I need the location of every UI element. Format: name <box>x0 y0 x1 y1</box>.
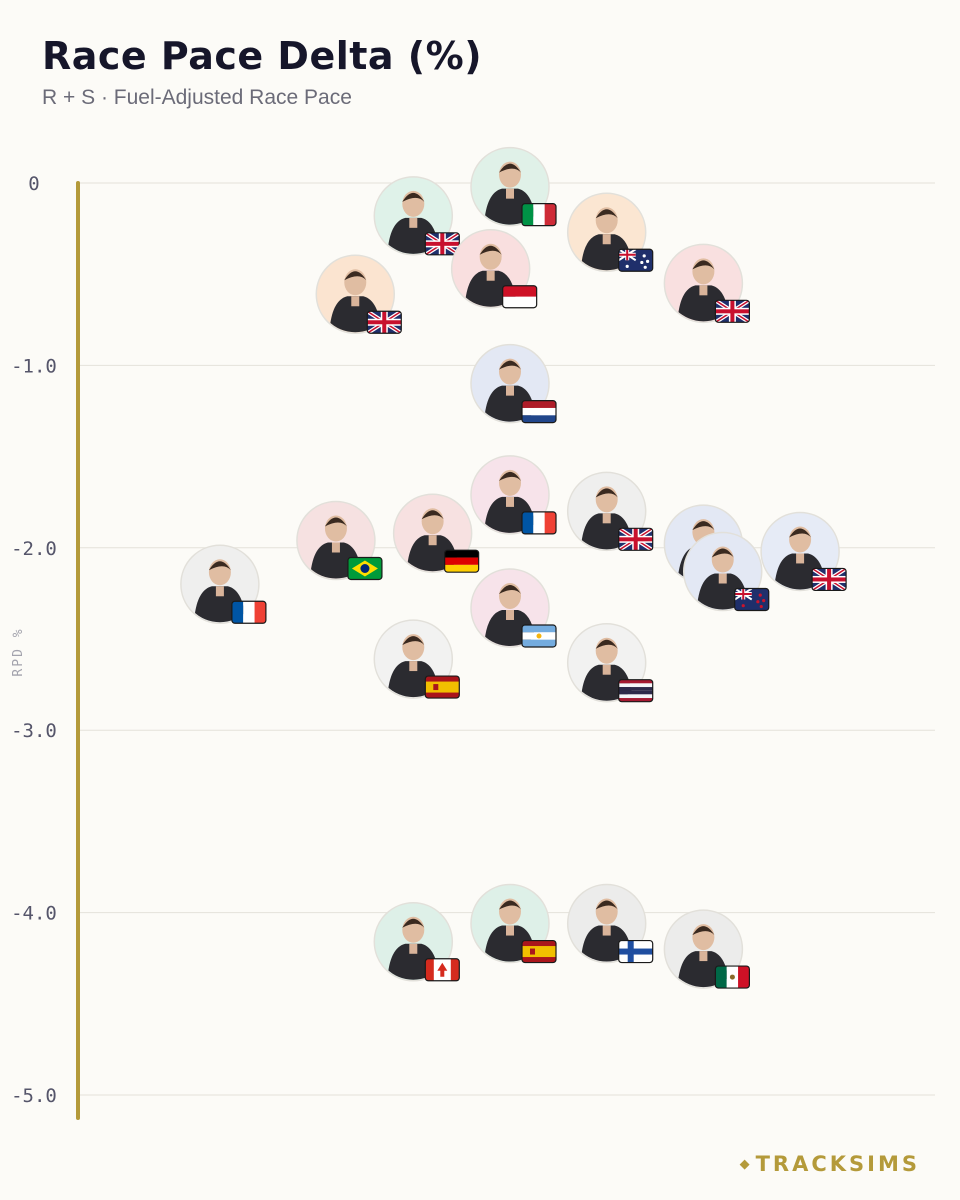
driver-marker[interactable] <box>470 568 557 648</box>
y-tick-label: -1.0 <box>11 355 57 377</box>
brand-name: TRACKSIMS <box>755 1152 920 1176</box>
driver-marker[interactable] <box>470 883 557 964</box>
mexico-flag-icon <box>714 965 751 989</box>
chart-title: Race Pace Delta (%) <box>42 34 483 78</box>
finland-flag-icon <box>618 939 654 964</box>
netherlands-flag-icon <box>521 400 557 424</box>
france-flag-icon <box>521 511 557 535</box>
driver-marker[interactable] <box>566 622 654 703</box>
driver-marker[interactable] <box>663 909 751 989</box>
driver-marker[interactable] <box>450 228 538 309</box>
chart-subtitle: R + S · Fuel-Adjusted Race Pace <box>42 86 352 109</box>
driver-marker[interactable] <box>566 883 654 964</box>
diamond-icon: ◆ <box>739 1156 750 1172</box>
y-tick-label: -2.0 <box>11 538 57 560</box>
driver-marker[interactable] <box>180 544 267 625</box>
driver-avatar-icon <box>580 637 633 701</box>
driver-marker[interactable] <box>392 493 480 573</box>
germany-flag-icon <box>444 549 480 573</box>
driver-avatar-icon <box>484 582 536 646</box>
driver-marker[interactable] <box>373 176 460 256</box>
brazil-flag-icon <box>347 556 383 581</box>
driver-marker[interactable] <box>760 511 847 592</box>
driver-marker[interactable] <box>373 902 460 982</box>
italy-flag-icon <box>521 203 557 227</box>
driver-markers <box>180 146 847 989</box>
driver-marker[interactable] <box>566 192 654 272</box>
driver-marker[interactable] <box>470 343 557 424</box>
driver-marker[interactable] <box>663 243 751 324</box>
brand-logo: ◆ TRACKSIMS <box>740 1152 920 1176</box>
united-kingdom-flag-icon <box>366 310 402 334</box>
driver-marker[interactable] <box>296 500 383 581</box>
monaco-flag-icon <box>502 285 538 309</box>
australia-flag-icon <box>618 248 654 272</box>
united-kingdom-flag-icon <box>811 567 847 592</box>
y-tick-label: 0 <box>28 173 39 195</box>
spain-flag-icon <box>424 675 460 699</box>
y-tick-label: -4.0 <box>11 903 57 925</box>
spain-flag-icon <box>521 939 557 964</box>
argentina-flag-icon <box>521 624 557 648</box>
y-tick-label: -3.0 <box>11 720 57 742</box>
driver-marker[interactable] <box>315 254 402 335</box>
canada-flag-icon <box>424 958 460 982</box>
driver-marker[interactable] <box>682 531 770 612</box>
y-tick-label: -5.0 <box>11 1085 57 1107</box>
united-kingdom-flag-icon <box>618 527 654 551</box>
y-axis-title: RPD % <box>11 627 26 676</box>
france-flag-icon <box>231 600 267 624</box>
thailand-flag-icon <box>618 679 654 703</box>
driver-marker[interactable] <box>566 471 654 552</box>
driver-marker[interactable] <box>470 455 557 535</box>
y-axis-ticks: 0 -1.0 -2.0 -3.0 -4.0 -5.0 <box>11 173 57 1107</box>
new-zealand-flag-icon <box>734 587 770 612</box>
united-kingdom-flag-icon <box>424 232 460 256</box>
driver-marker[interactable] <box>470 146 557 227</box>
driver-marker[interactable] <box>373 619 460 699</box>
united-kingdom-flag-icon <box>714 299 751 323</box>
